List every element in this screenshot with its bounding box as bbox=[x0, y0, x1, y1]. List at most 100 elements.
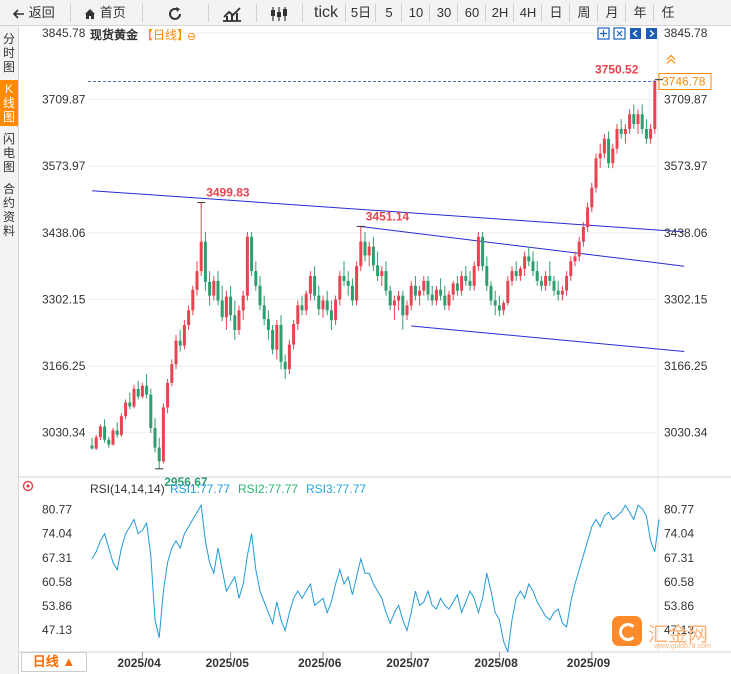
scroll-right-icon[interactable] bbox=[646, 28, 657, 39]
period-button-4[interactable]: 30 bbox=[436, 5, 452, 20]
candle bbox=[640, 104, 644, 134]
candle bbox=[611, 143, 615, 169]
period-button-6[interactable]: 2H bbox=[491, 5, 509, 20]
sidebar-tab-0[interactable]: 分时图 bbox=[2, 32, 15, 74]
period-button-8[interactable]: 日 bbox=[549, 5, 563, 20]
candle bbox=[502, 300, 506, 316]
period-button-5[interactable]: 60 bbox=[464, 5, 480, 20]
period-button-12[interactable]: 任 bbox=[661, 5, 675, 20]
candle bbox=[115, 422, 119, 438]
candle bbox=[455, 276, 459, 296]
candle bbox=[531, 251, 535, 277]
candle bbox=[476, 231, 480, 272]
candle bbox=[447, 290, 451, 311]
last-price-label: 3746.78 bbox=[662, 75, 706, 89]
period-button-10[interactable]: 月 bbox=[605, 5, 619, 20]
candle bbox=[250, 231, 254, 277]
trendline[interactable] bbox=[91, 190, 685, 233]
candle bbox=[581, 222, 585, 247]
zoom-in-icon[interactable] bbox=[597, 27, 610, 40]
price-tick-right: 3166.25 bbox=[664, 359, 708, 373]
candle bbox=[212, 276, 216, 301]
period-button-9[interactable]: 周 bbox=[577, 5, 591, 20]
candle bbox=[548, 261, 552, 286]
period-button-0[interactable]: tick bbox=[314, 4, 338, 21]
candle bbox=[418, 285, 422, 306]
sidebar-tab-2[interactable]: 闪电图 bbox=[2, 132, 15, 174]
candle bbox=[161, 403, 165, 464]
candle bbox=[388, 285, 392, 311]
candle bbox=[103, 419, 107, 443]
candle bbox=[544, 271, 548, 291]
candle bbox=[220, 285, 224, 322]
date-tick-label: 2025/04 bbox=[117, 656, 161, 670]
candle bbox=[636, 109, 640, 134]
back-button[interactable]: 返回 bbox=[10, 0, 58, 26]
price-axis: 3845.78 3845.78 3709.87 3709.87 3573.97 3573.… bbox=[42, 26, 708, 440]
candle bbox=[518, 266, 522, 281]
candle bbox=[510, 266, 514, 286]
indicator-button[interactable] bbox=[215, 0, 249, 26]
candle bbox=[304, 290, 308, 316]
candle bbox=[237, 305, 241, 335]
fullscreen-icon[interactable] bbox=[613, 27, 626, 40]
candle bbox=[653, 79, 657, 134]
scroll-left-icon[interactable] bbox=[630, 28, 641, 39]
collapse-icon[interactable]: ⊖ bbox=[187, 31, 196, 43]
candle bbox=[346, 271, 350, 296]
candle bbox=[321, 295, 325, 318]
candle bbox=[174, 334, 178, 370]
period-button-11[interactable]: 年 bbox=[633, 5, 647, 20]
grid bbox=[88, 32, 658, 434]
candle bbox=[367, 241, 371, 267]
rsi1-legend: RSI1:77.77 bbox=[170, 482, 230, 496]
candle bbox=[283, 354, 287, 379]
candlestick-button[interactable] bbox=[262, 0, 296, 26]
rsi-panel: 80.77 80.77 74.04 74.04 67.31 67.31 60.58 60.58… bbox=[42, 503, 694, 653]
settings-icon[interactable] bbox=[22, 480, 34, 492]
candle bbox=[472, 261, 476, 291]
candle bbox=[464, 266, 468, 286]
candle bbox=[266, 310, 270, 340]
candle bbox=[355, 261, 359, 306]
rsi-tick-left: 67.31 bbox=[42, 551, 72, 565]
candle bbox=[577, 236, 581, 262]
extreme-label: 3499.83 bbox=[206, 186, 250, 200]
candle bbox=[224, 290, 228, 330]
candle bbox=[514, 261, 518, 281]
candle bbox=[334, 295, 338, 326]
sidebar-tab-3[interactable]: 合约资料 bbox=[2, 182, 15, 238]
price-tick-left: 3573.97 bbox=[42, 159, 86, 173]
candle bbox=[535, 261, 539, 286]
trendline[interactable] bbox=[411, 325, 685, 353]
period-button-1[interactable]: 5日 bbox=[350, 5, 372, 20]
period-dropdown[interactable]: 日线 ▲ bbox=[21, 652, 87, 672]
rsi-tick-right: 67.31 bbox=[664, 551, 694, 565]
candle bbox=[401, 290, 405, 330]
date-tick-label: 2025/08 bbox=[474, 656, 518, 670]
price-tick-left: 3845.78 bbox=[42, 26, 86, 40]
candle bbox=[573, 251, 577, 267]
back-label: 返回 bbox=[28, 5, 55, 20]
candle bbox=[296, 300, 300, 330]
price-tick-left: 3302.15 bbox=[42, 292, 86, 306]
trendline[interactable] bbox=[360, 226, 685, 267]
candle bbox=[434, 285, 438, 306]
candle bbox=[107, 436, 111, 448]
candle bbox=[460, 271, 464, 296]
candle bbox=[493, 290, 497, 316]
period-button-3[interactable]: 10 bbox=[408, 5, 424, 20]
sidebar-tab-1[interactable]: K线图 bbox=[0, 80, 18, 126]
candle bbox=[325, 290, 329, 316]
home-button[interactable]: 首页 bbox=[80, 0, 130, 26]
candle bbox=[342, 261, 346, 286]
period-button-2[interactable]: 5 bbox=[385, 5, 393, 20]
refresh-button[interactable] bbox=[155, 0, 195, 26]
price-up-icon bbox=[666, 54, 676, 64]
price-tick-right: 3302.15 bbox=[664, 292, 708, 306]
period-button-7[interactable]: 4H bbox=[519, 5, 537, 20]
candle bbox=[329, 300, 333, 330]
rsi-tick-right: 53.86 bbox=[664, 599, 694, 613]
candle bbox=[539, 276, 543, 291]
candle bbox=[90, 437, 94, 450]
